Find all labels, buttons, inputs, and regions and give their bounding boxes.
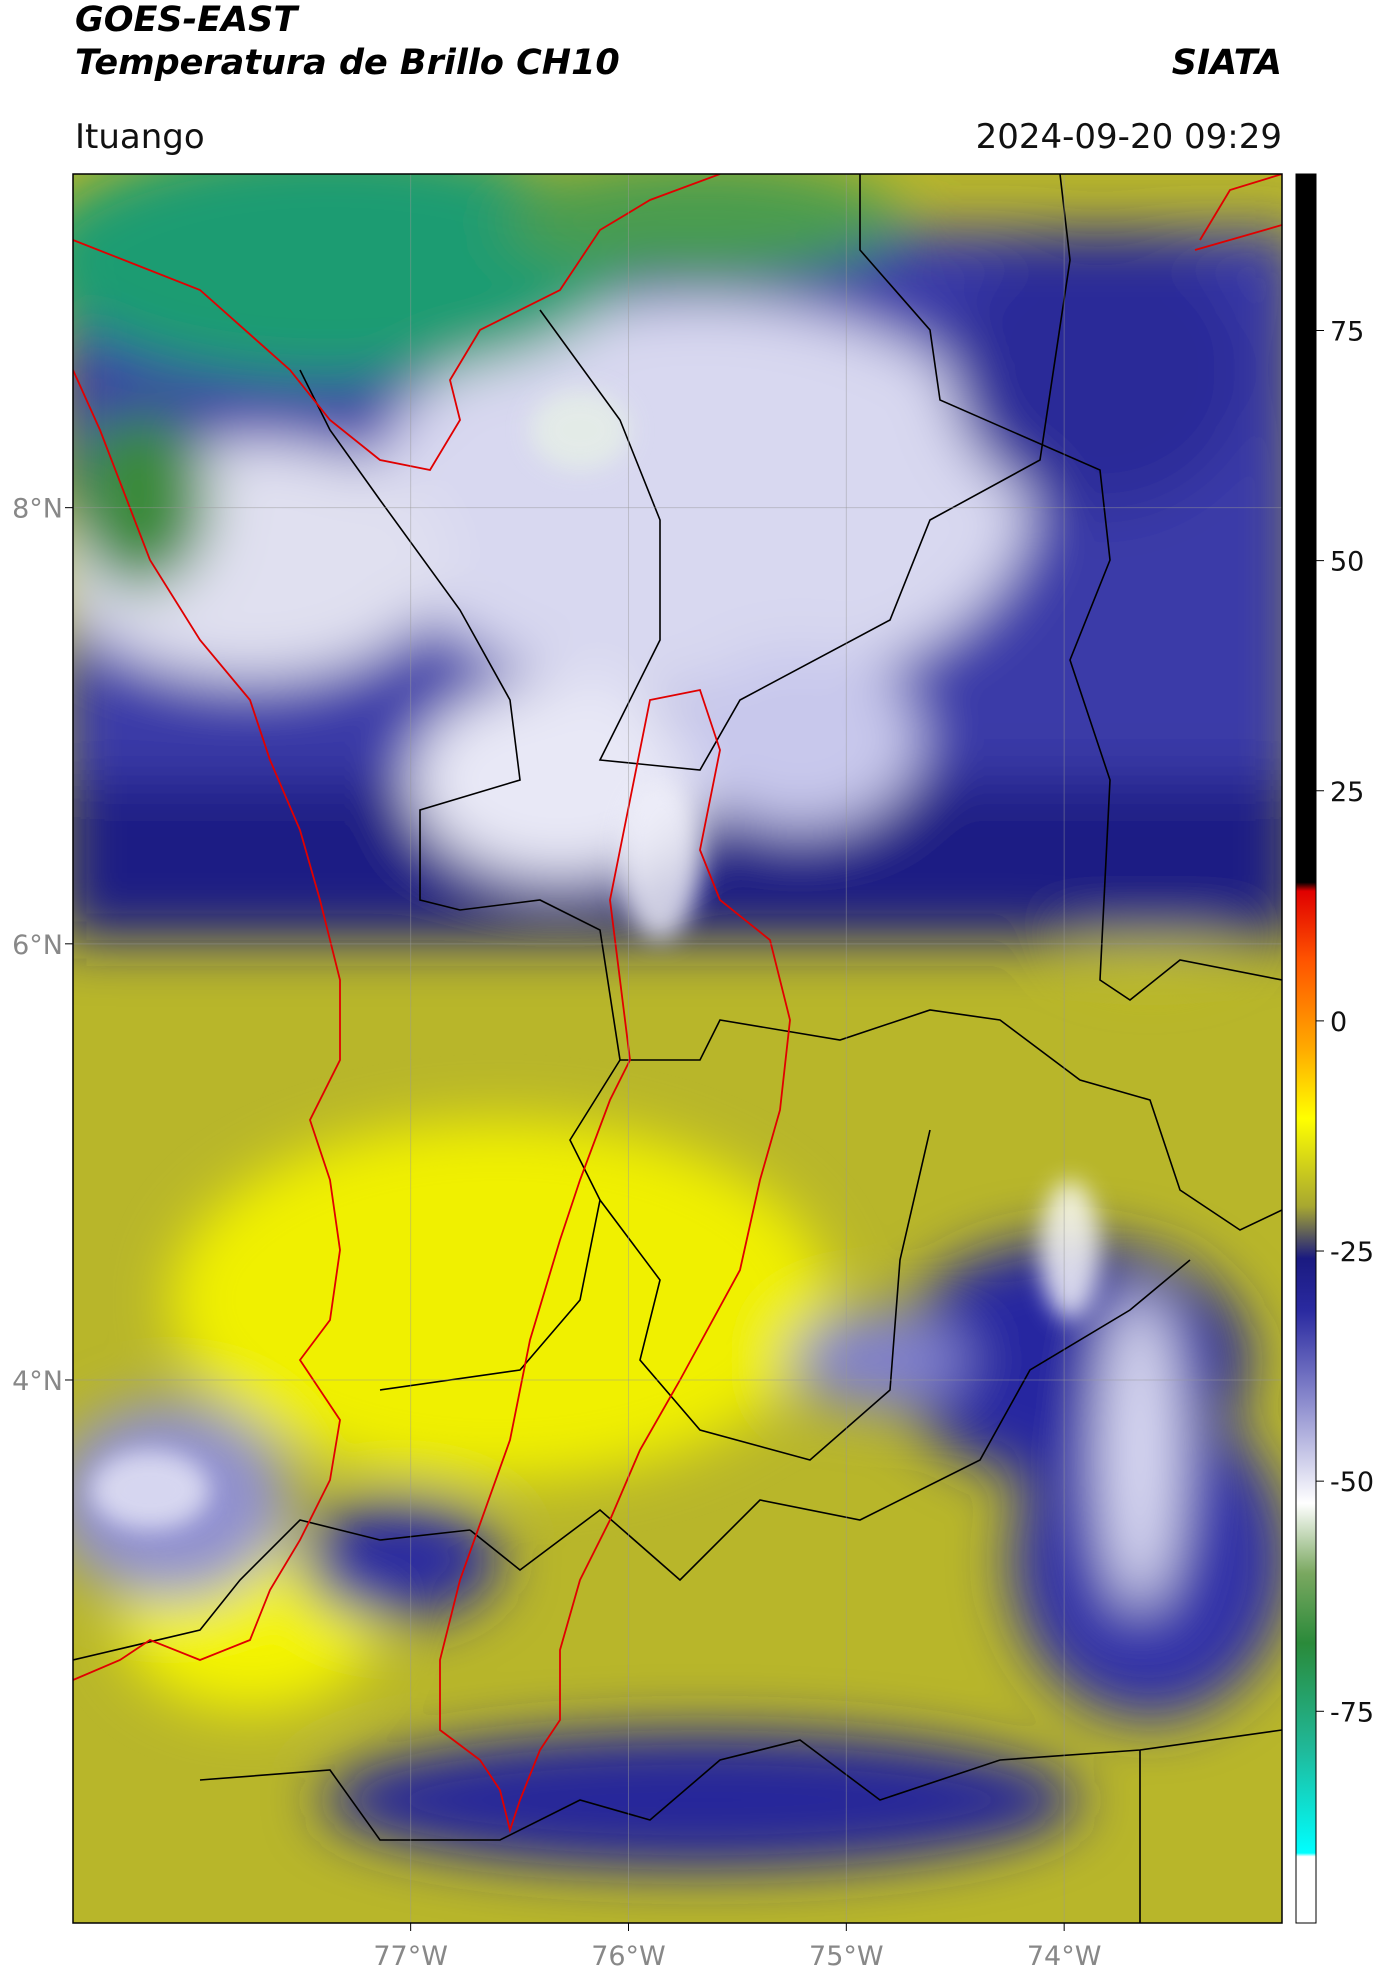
x-tick-label: 77°W <box>373 1941 448 1972</box>
colorbar-tick-label: 0 <box>1330 1007 1347 1038</box>
map-frame <box>72 173 1283 1924</box>
colorbar-ticks: 75 50 25 0 -25 -50 -75 <box>1316 316 1374 1728</box>
satellite-image <box>73 174 1282 1923</box>
y-tick-label: 8°N <box>12 494 63 525</box>
colorbar <box>1295 173 1317 1924</box>
colorbar-tick-label: -25 <box>1330 1237 1374 1268</box>
grid <box>73 174 1282 1923</box>
axis-ticks: 77°W 76°W 75°W 74°W 8°N 6°N 4°N <box>12 494 1101 1972</box>
y-tick-label: 4°N <box>12 1366 63 1397</box>
colorbar-tick-label: 50 <box>1330 547 1364 578</box>
region: Ituango <box>75 117 205 157</box>
x-tick-label: 74°W <box>1027 1941 1102 1972</box>
colorbar-tick-label: 25 <box>1330 777 1364 808</box>
subtitle: Temperatura de Brillo CH10 <box>75 43 620 83</box>
datetime: 2024-09-20 09:29 <box>976 117 1282 157</box>
colorbar-tick-label: -75 <box>1330 1697 1374 1728</box>
title: GOES-EAST <box>75 0 300 40</box>
source: SIATA <box>1172 43 1282 83</box>
colorbar-tick-label: 75 <box>1330 316 1364 347</box>
y-tick-label: 6°N <box>12 930 63 961</box>
x-tick-label: 76°W <box>591 1941 666 1972</box>
colorbar-tick-label: -50 <box>1330 1467 1374 1498</box>
x-tick-label: 75°W <box>809 1941 884 1972</box>
